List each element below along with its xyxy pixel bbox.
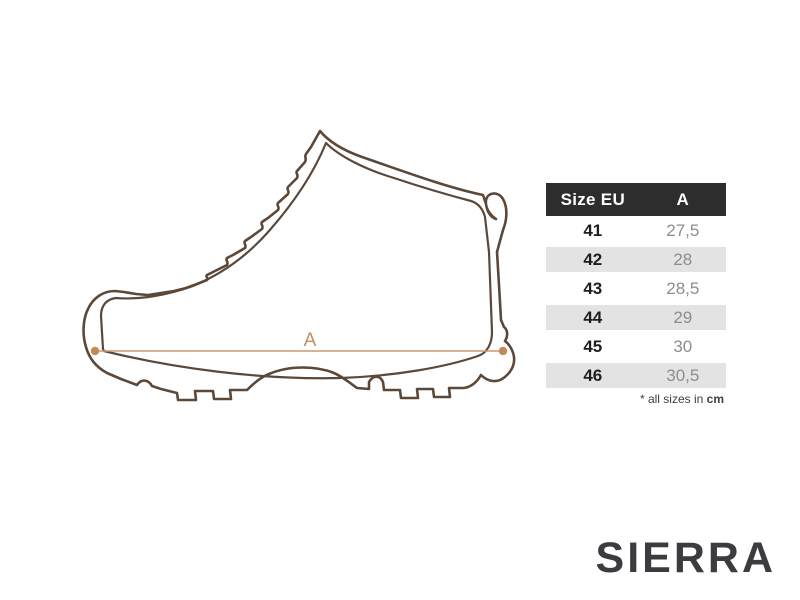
length-a-value: 28 [673, 249, 693, 269]
brand-logo: SIERRA [595, 534, 776, 582]
units-footnote: * all sizes in cm [546, 392, 724, 406]
size-row: 41 27,5 [546, 216, 726, 245]
size-eu-column-header: Size EU [560, 189, 626, 209]
length-a-value: 27,5 [666, 220, 700, 240]
length-a-value: 30,5 [666, 365, 700, 385]
size-row: 43 28,5 [546, 274, 726, 303]
size-table-rows: 41 27,5 42 28 43 28,5 44 29 45 30 46 30,5 [546, 216, 726, 390]
size-eu-value: 46 [583, 365, 603, 385]
length-a-value: 30 [673, 336, 693, 356]
size-eu-value: 45 [583, 336, 603, 356]
length-a-value: 28,5 [666, 278, 700, 298]
size-row: 45 30 [546, 332, 726, 361]
length-a-column-header: A [676, 189, 690, 209]
size-eu-value: 42 [583, 249, 603, 269]
size-row: 42 28 [546, 245, 726, 274]
size-eu-value: 44 [583, 307, 603, 327]
measurement-label-a: A [304, 330, 317, 351]
size-table: Size EU A 41 27,5 42 28 43 28,5 44 29 45 30 46 30,5 [546, 183, 726, 390]
measurement-dot-right [498, 346, 508, 356]
footnote-text: * all sizes in [639, 392, 707, 406]
boot-outer-outline [82, 129, 516, 402]
size-eu-value: 43 [583, 278, 603, 298]
size-row: 46 30,5 [546, 361, 726, 390]
footnote-unit: cm [706, 392, 724, 406]
boot-inner-outline [99, 141, 494, 380]
length-a-value: 29 [673, 307, 693, 327]
size-eu-value: 41 [583, 220, 603, 240]
size-row: 44 29 [546, 303, 726, 332]
size-table-header: Size EU A [546, 183, 726, 216]
measurement-dot-left [90, 346, 100, 356]
